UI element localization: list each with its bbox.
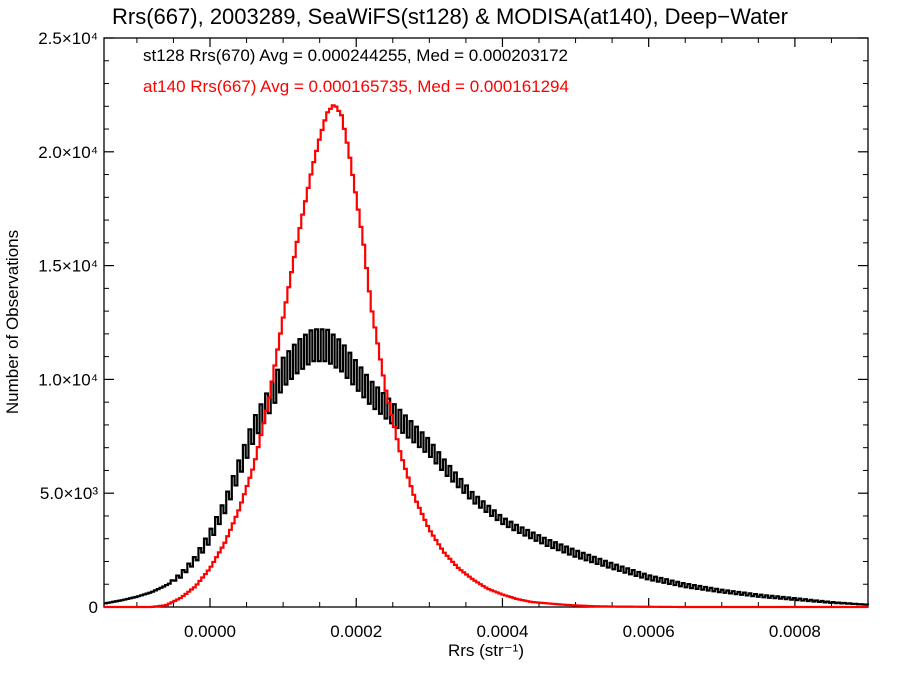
annotation-at140-stats: at140 Rrs(667) Avg = 0.000165735, Med = … [143,77,569,96]
y-tick-label-0: 0 [89,598,98,617]
x-tick-label-4: 0.0008 [769,622,821,641]
x-tick-label-2: 0.0004 [476,622,528,641]
series-line-at140 [104,104,868,609]
y-axis-label: Number of Observations [3,230,22,414]
plot-frame [103,37,869,608]
y-tick-label-1: 5.0×10³ [40,484,98,503]
x-tick-label-0: 0.0000 [184,622,236,641]
y-tick-label-5: 2.5×10⁴ [38,29,98,48]
y-tick-label-4: 2.0×10⁴ [38,143,98,162]
y-axis-ticks: 0 5.0×10³ 1.0×10⁴ 1.5×10⁴ 2.0×10⁴ 2.5×10⁴ [38,29,868,617]
annotation-st128-stats: st128 Rrs(670) Avg = 0.000244255, Med = … [143,46,568,65]
y-tick-label-3: 1.5×10⁴ [38,257,98,276]
x-tick-label-3: 0.0006 [623,622,675,641]
x-axis-ticks: 0.0000 0.0002 0.0004 0.0006 0.0008 [136,38,832,641]
series-line-st128 [104,328,870,606]
y-tick-label-2: 1.0×10⁴ [38,370,98,389]
x-tick-label-1: 0.0002 [330,622,382,641]
x-axis-label: Rrs (str⁻¹) [448,641,524,660]
chart-title: Rrs(667), 2003289, SeaWiFS(st128) & MODI… [112,4,788,29]
series-layer [104,104,870,609]
